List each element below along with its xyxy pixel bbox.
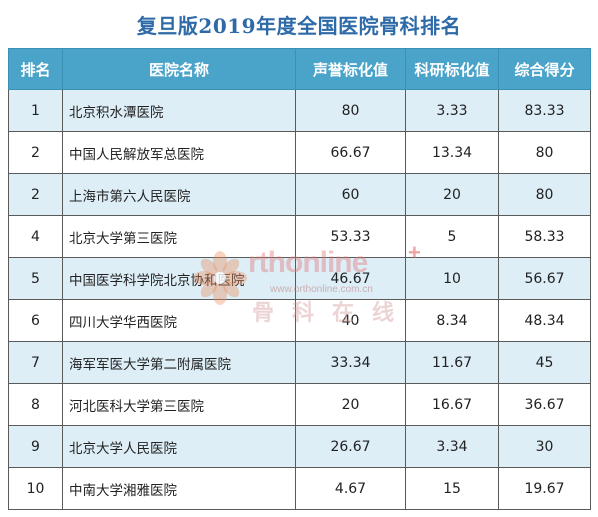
research-score-cell: 8.34 bbox=[405, 299, 499, 342]
rank-cell: 4 bbox=[8, 215, 63, 258]
rank-cell: 9 bbox=[8, 425, 63, 468]
hospital-name-cell: 上海市第六人民医院 bbox=[62, 173, 296, 216]
table-row: 10 中南大学湘雅医院 4.67 15 19.67 bbox=[8, 467, 591, 510]
research-score-cell: 10 bbox=[405, 257, 499, 300]
table-row: 4 北京大学第三医院 53.33 5 58.33 bbox=[8, 215, 591, 258]
hospital-name-cell: 海军军医大学第二附属医院 bbox=[62, 341, 296, 384]
table-body: 1 北京积水潭医院 80 3.33 83.33 2 中国人民解放军总医院 66.67 13.34… bbox=[8, 89, 591, 510]
reputation-score-cell: 26.67 bbox=[295, 425, 406, 468]
total-score-cell: 80 bbox=[498, 131, 591, 174]
total-score-cell: 56.67 bbox=[498, 257, 591, 300]
table-row: 2 中国人民解放军总医院 66.67 13.34 80 bbox=[8, 131, 591, 174]
reputation-score-cell: 4.67 bbox=[295, 467, 406, 510]
research-score-cell: 15 bbox=[405, 467, 499, 510]
hospital-name-cell: 北京大学人民医院 bbox=[62, 425, 296, 468]
rank-cell: 2 bbox=[8, 131, 63, 174]
table-row: 8 河北医科大学第三医院 20 16.67 36.67 bbox=[8, 383, 591, 426]
page-title: 复旦版2019年度全国医院骨科排名 bbox=[136, 13, 462, 38]
research-score-cell: 5 bbox=[405, 215, 499, 258]
column-header-rank: 排名 bbox=[8, 48, 63, 90]
reputation-score-cell: 33.34 bbox=[295, 341, 406, 384]
reputation-score-cell: 46.67 bbox=[295, 257, 406, 300]
hospital-name-cell: 中国人民解放军总医院 bbox=[62, 131, 296, 174]
total-score-cell: 45 bbox=[498, 341, 591, 384]
rank-cell: 6 bbox=[8, 299, 63, 342]
research-score-cell: 3.34 bbox=[405, 425, 499, 468]
total-score-cell: 19.67 bbox=[498, 467, 591, 510]
table-row: 5 中国医学科学院北京协和医院 46.67 10 56.67 bbox=[8, 257, 591, 300]
column-header-total: 综合得分 bbox=[498, 48, 591, 90]
total-score-cell: 58.33 bbox=[498, 215, 591, 258]
reputation-score-cell: 53.33 bbox=[295, 215, 406, 258]
hospital-name-cell: 中南大学湘雅医院 bbox=[62, 467, 296, 510]
reputation-score-cell: 20 bbox=[295, 383, 406, 426]
rank-cell: 5 bbox=[8, 257, 63, 300]
rank-cell: 2 bbox=[8, 173, 63, 216]
research-score-cell: 3.33 bbox=[405, 89, 499, 132]
column-header-reputation: 声誉标化值 bbox=[295, 48, 406, 90]
reputation-score-cell: 66.67 bbox=[295, 131, 406, 174]
total-score-cell: 48.34 bbox=[498, 299, 591, 342]
hospital-name-cell: 河北医科大学第三医院 bbox=[62, 383, 296, 426]
hospital-name-cell: 北京积水潭医院 bbox=[62, 89, 296, 132]
total-score-cell: 36.67 bbox=[498, 383, 591, 426]
hospital-name-cell: 北京大学第三医院 bbox=[62, 215, 296, 258]
rank-cell: 8 bbox=[8, 383, 63, 426]
table-row: 2 上海市第六人民医院 60 20 80 bbox=[8, 173, 591, 216]
ranking-table: 排名 医院名称 声誉标化值 科研标化值 综合得分 1 北京积水潭医院 80 3.33 8… bbox=[8, 48, 591, 510]
reputation-score-cell: 60 bbox=[295, 173, 406, 216]
table-header-row: 排名 医院名称 声誉标化值 科研标化值 综合得分 bbox=[8, 48, 591, 90]
hospital-name-cell: 四川大学华西医院 bbox=[62, 299, 296, 342]
reputation-score-cell: 40 bbox=[295, 299, 406, 342]
rank-cell: 10 bbox=[8, 467, 63, 510]
total-score-cell: 80 bbox=[498, 173, 591, 216]
reputation-score-cell: 80 bbox=[295, 89, 406, 132]
research-score-cell: 20 bbox=[405, 173, 499, 216]
research-score-cell: 13.34 bbox=[405, 131, 499, 174]
total-score-cell: 83.33 bbox=[498, 89, 591, 132]
research-score-cell: 11.67 bbox=[405, 341, 499, 384]
total-score-cell: 30 bbox=[498, 425, 591, 468]
column-header-research: 科研标化值 bbox=[405, 48, 499, 90]
table-row: 6 四川大学华西医院 40 8.34 48.34 bbox=[8, 299, 591, 342]
rank-cell: 7 bbox=[8, 341, 63, 384]
column-header-hospital: 医院名称 bbox=[62, 48, 296, 90]
table-row: 9 北京大学人民医院 26.67 3.34 30 bbox=[8, 425, 591, 468]
research-score-cell: 16.67 bbox=[405, 383, 499, 426]
hospital-name-cell: 中国医学科学院北京协和医院 bbox=[62, 257, 296, 300]
table-row: 1 北京积水潭医院 80 3.33 83.33 bbox=[8, 89, 591, 132]
rank-cell: 1 bbox=[8, 89, 63, 132]
table-row: 7 海军军医大学第二附属医院 33.34 11.67 45 bbox=[8, 341, 591, 384]
